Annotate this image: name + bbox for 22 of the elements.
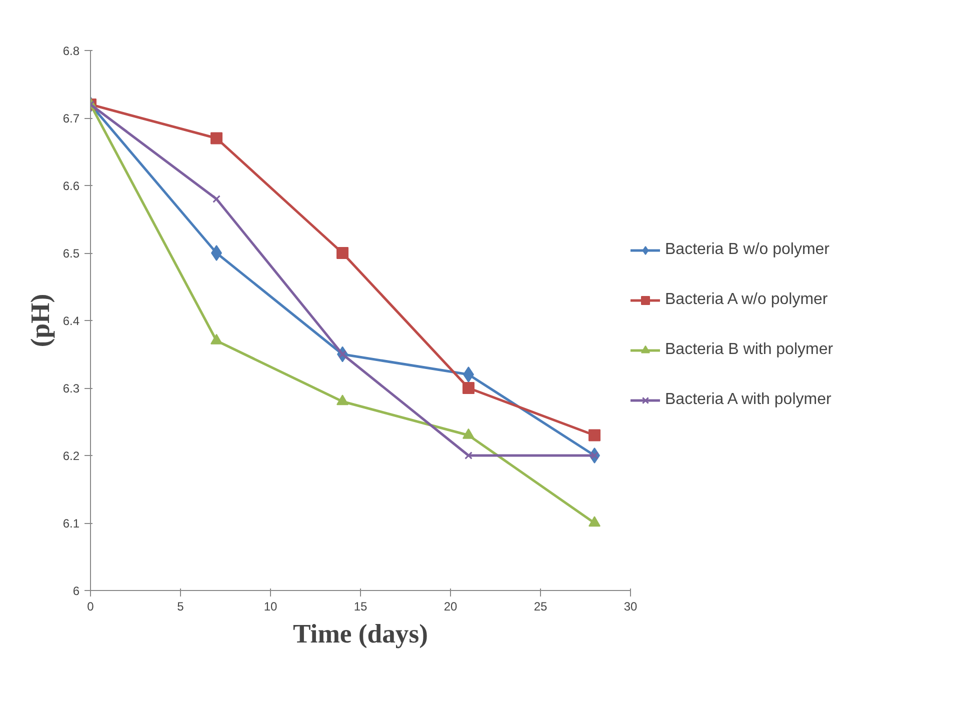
x-tick-label: 30	[624, 600, 638, 614]
legend-label: Bacteria A with polymer	[665, 391, 832, 409]
x-tick-label: 5	[177, 600, 184, 614]
x-tick-label: 15	[354, 600, 368, 614]
y-tick-label: 6.4	[62, 314, 80, 328]
x-tick-label: 25	[534, 600, 548, 614]
y-tick-label: 6.2	[62, 449, 80, 463]
x-tick-label: 20	[444, 600, 458, 614]
legend-label: Bacteria B with polymer	[665, 341, 834, 359]
y-tick-label: 6.5	[62, 246, 80, 260]
y-tick-label: 6.1	[62, 516, 80, 530]
y-tick-label: 6.8	[62, 44, 80, 58]
legend-label: Bacteria A w/o polymer	[665, 291, 828, 309]
y-tick-label: 6	[72, 584, 80, 598]
y-tick-label: 6.3	[62, 382, 80, 396]
x-axis-title: Time (days)	[292, 618, 428, 648]
y-axis-title: (pH)	[24, 294, 55, 348]
x-tick-label: 0	[87, 600, 94, 614]
x-tick-label: 10	[264, 600, 278, 614]
y-tick-label: 6.7	[62, 112, 80, 126]
y-tick-label: 6.6	[62, 179, 80, 193]
legend-label: Bacteria B w/o polymer	[665, 241, 830, 259]
